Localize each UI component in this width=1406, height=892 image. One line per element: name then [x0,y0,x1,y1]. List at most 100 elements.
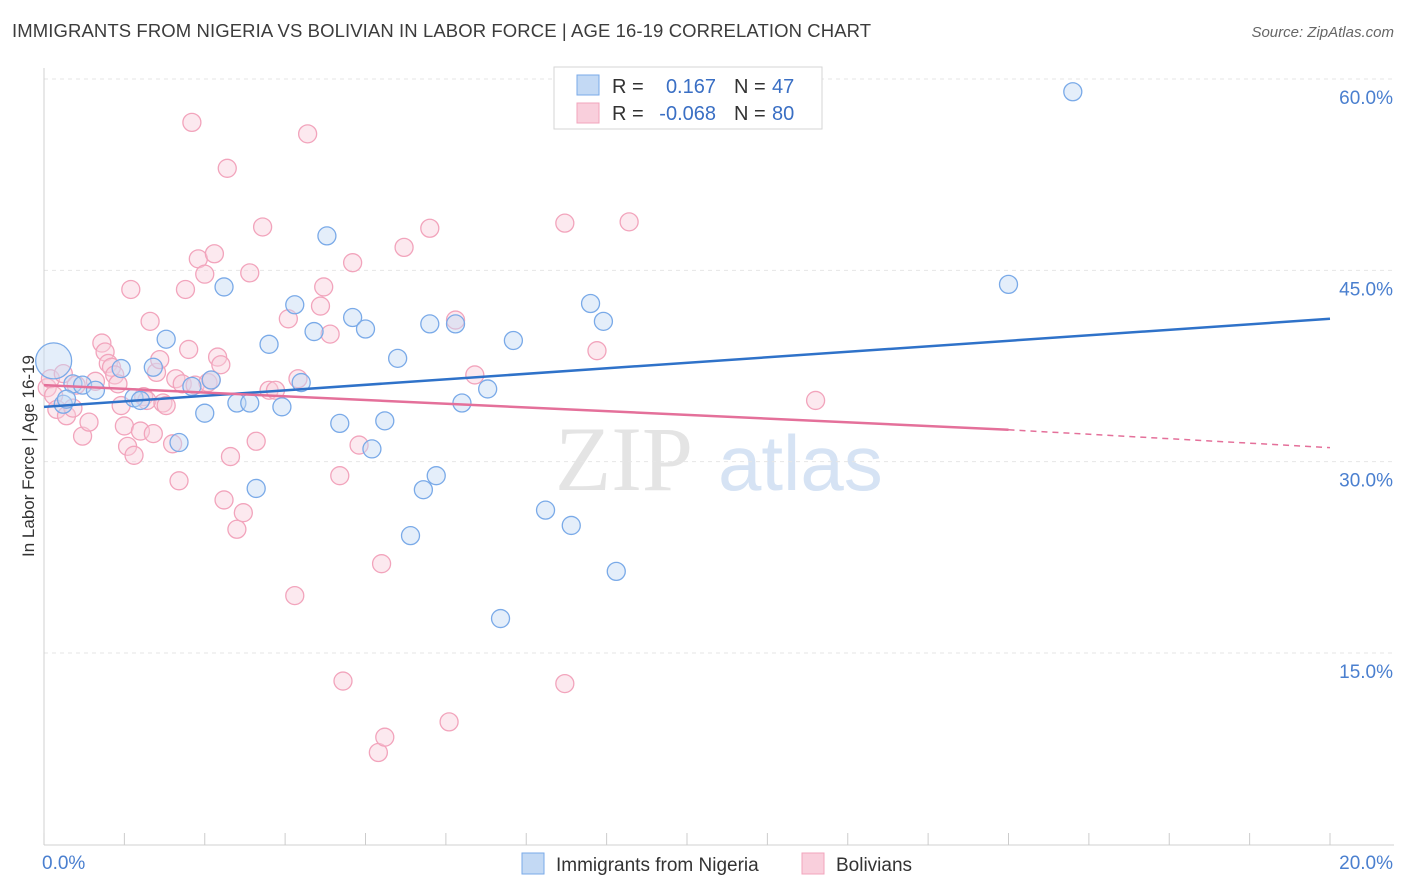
nigeria-point-27 [362,439,382,459]
bolivians-point-32 [166,369,186,389]
nigeria-point-21 [291,372,311,393]
nigeria-point-19 [272,397,292,417]
bolivians-point-63 [330,466,350,486]
bolivians-point-21 [124,445,144,465]
bolivians-point-28 [150,349,170,370]
nigeria-point-36 [478,379,498,399]
watermark-atlas: atlas [718,419,883,507]
bolivians-point-53 [252,217,273,237]
correlation-legend: R = 0.167 N = 47 R = -0.068 N = 80 [553,66,823,130]
nigeria-point-12 [195,403,215,423]
series-nigeria-points [34,82,1083,629]
bolivians-point-64 [333,671,353,691]
bolivians-point-61 [314,277,334,297]
bottom-legend-swatch-bolivians [801,852,825,875]
bolivians-point-59 [297,124,318,144]
nigeria-point-37 [490,608,511,629]
nigeria-point-31 [413,480,434,500]
legend-swatch-nigeria [576,74,600,96]
bolivians-point-69 [375,727,395,747]
bolivians-point-77 [587,341,607,361]
series-legend: Immigrants from Nigeria Bolivians [521,852,912,876]
watermark-zip: ZIP [555,408,693,510]
legend-n-label-nigeria: N = [734,76,766,98]
y-tick-label-45: 45.0% [1339,279,1393,300]
legend-n-label-bolivians: N = [734,103,766,125]
x-tick-label-min: 0.0% [42,853,85,874]
bolivians-point-47 [217,158,237,178]
nigeria-point-18 [259,334,279,354]
nigeria-point-26 [355,319,376,339]
bolivians-point-57 [285,585,305,606]
nigeria-point-20 [285,295,305,315]
nigeria-point-39 [535,500,556,520]
bolivians-point-49 [227,519,247,539]
nigeria-point-13 [201,370,221,390]
nigeria-point-30 [400,525,421,546]
legend-r-label-nigeria: R = [612,76,644,98]
chart-source: Source: ZipAtlas.com [1251,24,1394,41]
nigeria-point-8 [143,357,163,377]
x-tick-label-max: 20.0% [1339,853,1393,874]
bolivians-point-26 [143,423,163,444]
bolivians-point-30 [156,395,176,416]
y-tick-label-60: 60.0% [1339,88,1393,109]
x-tick-marks [43,833,1331,845]
bolivians-point-76 [555,213,575,233]
bottom-legend-swatch-nigeria [521,852,545,875]
bolivians-point-37 [182,112,202,133]
series-bolivians-points [37,112,826,763]
nigeria-point-45 [1063,82,1083,102]
bolivians-point-71 [420,218,440,238]
watermark: ZIP atlas [555,408,883,510]
nigeria-point-17 [246,478,266,499]
bolivians-point-74 [465,365,485,385]
nigeria-point-46 [56,389,77,409]
nigeria-point-0 [34,342,73,380]
chart-title: IMMIGRANTS FROM NIGERIA VS BOLIVIAN IN L… [12,20,872,41]
bolivians-point-62 [320,324,340,344]
bolivians-point-52 [246,431,266,451]
nigeria-point-28 [375,411,395,431]
bolivians-point-48 [220,446,241,467]
gridlines [44,78,1394,654]
legend-n-value-bolivians: 80 [772,103,794,125]
nigeria-point-16 [240,393,260,413]
bolivians-point-36 [179,339,199,360]
legend-r-value-nigeria: 0.167 [666,76,716,98]
bolivians-point-9 [79,412,99,432]
legend-n-value-nigeria: 47 [772,76,794,98]
bolivians-point-72 [439,712,459,732]
nigeria-point-32 [420,314,440,334]
nigeria-point-33 [426,466,446,486]
nigeria-point-24 [330,413,350,434]
bolivians-point-65 [342,253,363,273]
trend-line-bolivians [43,383,1009,432]
nigeria-point-25 [342,307,363,328]
nigeria-point-44 [998,274,1019,295]
legend-r-label-bolivians: R = [612,103,644,125]
bolivians-point-79 [805,390,826,411]
nigeria-point-42 [593,311,614,332]
trend-lines [43,317,1331,449]
bolivians-point-27 [146,362,167,383]
y-axis-label: In Labor Force | Age 16-19 [19,355,38,557]
nigeria-point-10 [169,432,189,453]
nigeria-point-41 [580,293,601,314]
nigeria-point-9 [156,329,176,349]
nigeria-point-4 [85,380,106,400]
nigeria-point-23 [317,226,337,246]
bolivians-point-78 [619,212,639,232]
legend-swatch-bolivians [576,102,600,124]
bolivians-point-35 [175,279,196,300]
nigeria-point-40 [561,515,581,536]
bolivians-point-68 [371,554,392,574]
nigeria-point-5 [111,358,131,379]
trend-line-nigeria [43,317,1331,409]
nigeria-point-29 [387,348,408,368]
bolivians-point-25 [140,311,160,332]
nigeria-point-14 [214,277,234,297]
bolivians-point-46 [214,490,234,510]
bottom-legend-label-bolivians: Bolivians [836,855,912,876]
